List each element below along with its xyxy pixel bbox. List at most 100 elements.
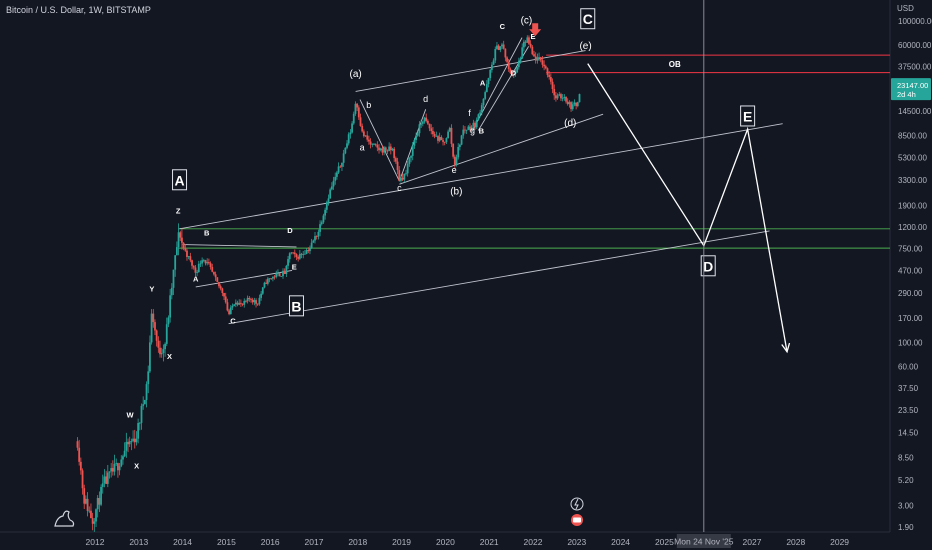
candle-body (265, 282, 268, 284)
candle-body (130, 440, 133, 442)
candle-body (159, 347, 161, 355)
candle-body (122, 456, 124, 460)
last-price-badge (891, 78, 931, 101)
candles-layer (76, 35, 581, 532)
candle-body (494, 48, 497, 61)
candle-body (344, 147, 347, 154)
candle-body (490, 64, 493, 70)
y-tick-label: 8.50 (898, 453, 914, 462)
candle-body (133, 438, 136, 443)
candle-body (512, 73, 515, 75)
candle-body (149, 342, 151, 372)
wave-box-label: C (583, 11, 593, 27)
candle-body (170, 287, 173, 296)
y-tick-label: 14500.00 (898, 107, 932, 116)
y-tick-label: 37500.00 (898, 63, 932, 72)
y-tick-label: 100000.00 (898, 17, 932, 26)
y-tick-label: 60000.00 (898, 41, 932, 50)
candle-body (128, 441, 131, 445)
candle-body (199, 263, 202, 265)
candle-body (169, 295, 172, 318)
candle-body (347, 134, 350, 144)
candle-body (250, 299, 252, 300)
candle-body (507, 61, 510, 70)
candle-body (283, 270, 286, 274)
candle-body (197, 263, 200, 273)
event-flash-icon[interactable] (570, 497, 584, 511)
candle-body (448, 127, 451, 132)
candle-body (359, 117, 362, 126)
candle-body (155, 330, 158, 341)
candle-body (570, 102, 572, 110)
candle-body (111, 468, 114, 472)
candle-body (573, 102, 576, 105)
candle-body (162, 349, 165, 354)
chart-title: Bitcoin / U.S. Dollar, 1W, BITSTAMP (6, 5, 151, 15)
candle-body (497, 45, 500, 50)
candle-body (245, 300, 247, 302)
candle-body (152, 313, 155, 323)
wave-label: (d) (564, 118, 576, 129)
candle-body (142, 404, 145, 406)
candle-body (96, 497, 99, 510)
candle-body (81, 470, 84, 489)
candle-body (248, 297, 251, 300)
candle-body (160, 353, 163, 355)
x-tick-label: 2023 (567, 537, 586, 547)
candle-body (482, 98, 485, 106)
candle-body (317, 231, 320, 237)
candle-body (437, 136, 439, 141)
candle-body (310, 242, 313, 248)
wave-label: (c) (521, 15, 533, 26)
candle-body (480, 105, 483, 113)
level-lines-layer: OB (178, 54, 890, 249)
y-tick-label: 14.50 (898, 428, 919, 437)
candle-body (123, 450, 126, 457)
candle-body (378, 147, 380, 151)
candle-body (268, 278, 271, 280)
x-tick-label: 2029 (830, 537, 849, 547)
wave-label: g (470, 126, 475, 136)
candle-body (504, 48, 507, 58)
candle-body (164, 343, 166, 350)
candle-body (120, 459, 123, 467)
candle-body (196, 272, 198, 273)
candle-body (406, 164, 409, 174)
candle-body (103, 476, 106, 484)
candle-body (187, 256, 190, 258)
event-glyph (573, 517, 581, 523)
candle-body (213, 271, 215, 275)
candle-body (315, 236, 318, 237)
candle-body (271, 276, 274, 279)
candle-body (78, 447, 81, 462)
candle-body (413, 139, 416, 146)
candle-body (499, 46, 502, 50)
candle-body (327, 198, 330, 203)
candle-body (386, 150, 389, 152)
candle-body (571, 104, 574, 110)
wave-label: W (126, 410, 134, 419)
candle-body (546, 68, 549, 75)
candle-body (396, 161, 399, 171)
candle-body (322, 215, 325, 223)
candle-body (529, 43, 532, 47)
wave-label: (a) (349, 69, 361, 80)
candle-body (302, 254, 305, 255)
candle-body (105, 476, 108, 484)
candle-body (354, 103, 357, 114)
y-tick-label: 470.00 (898, 266, 923, 275)
candle-body (182, 242, 185, 248)
candle-body (465, 129, 468, 131)
candle-body (484, 92, 487, 99)
crosshair-date-box (676, 534, 731, 548)
candle-body (108, 471, 111, 473)
candle-body (346, 143, 348, 148)
candle-body (438, 137, 441, 141)
candle-body (145, 384, 148, 400)
candle-body (246, 297, 249, 302)
candle-body (357, 107, 360, 118)
candle-body (405, 173, 407, 175)
